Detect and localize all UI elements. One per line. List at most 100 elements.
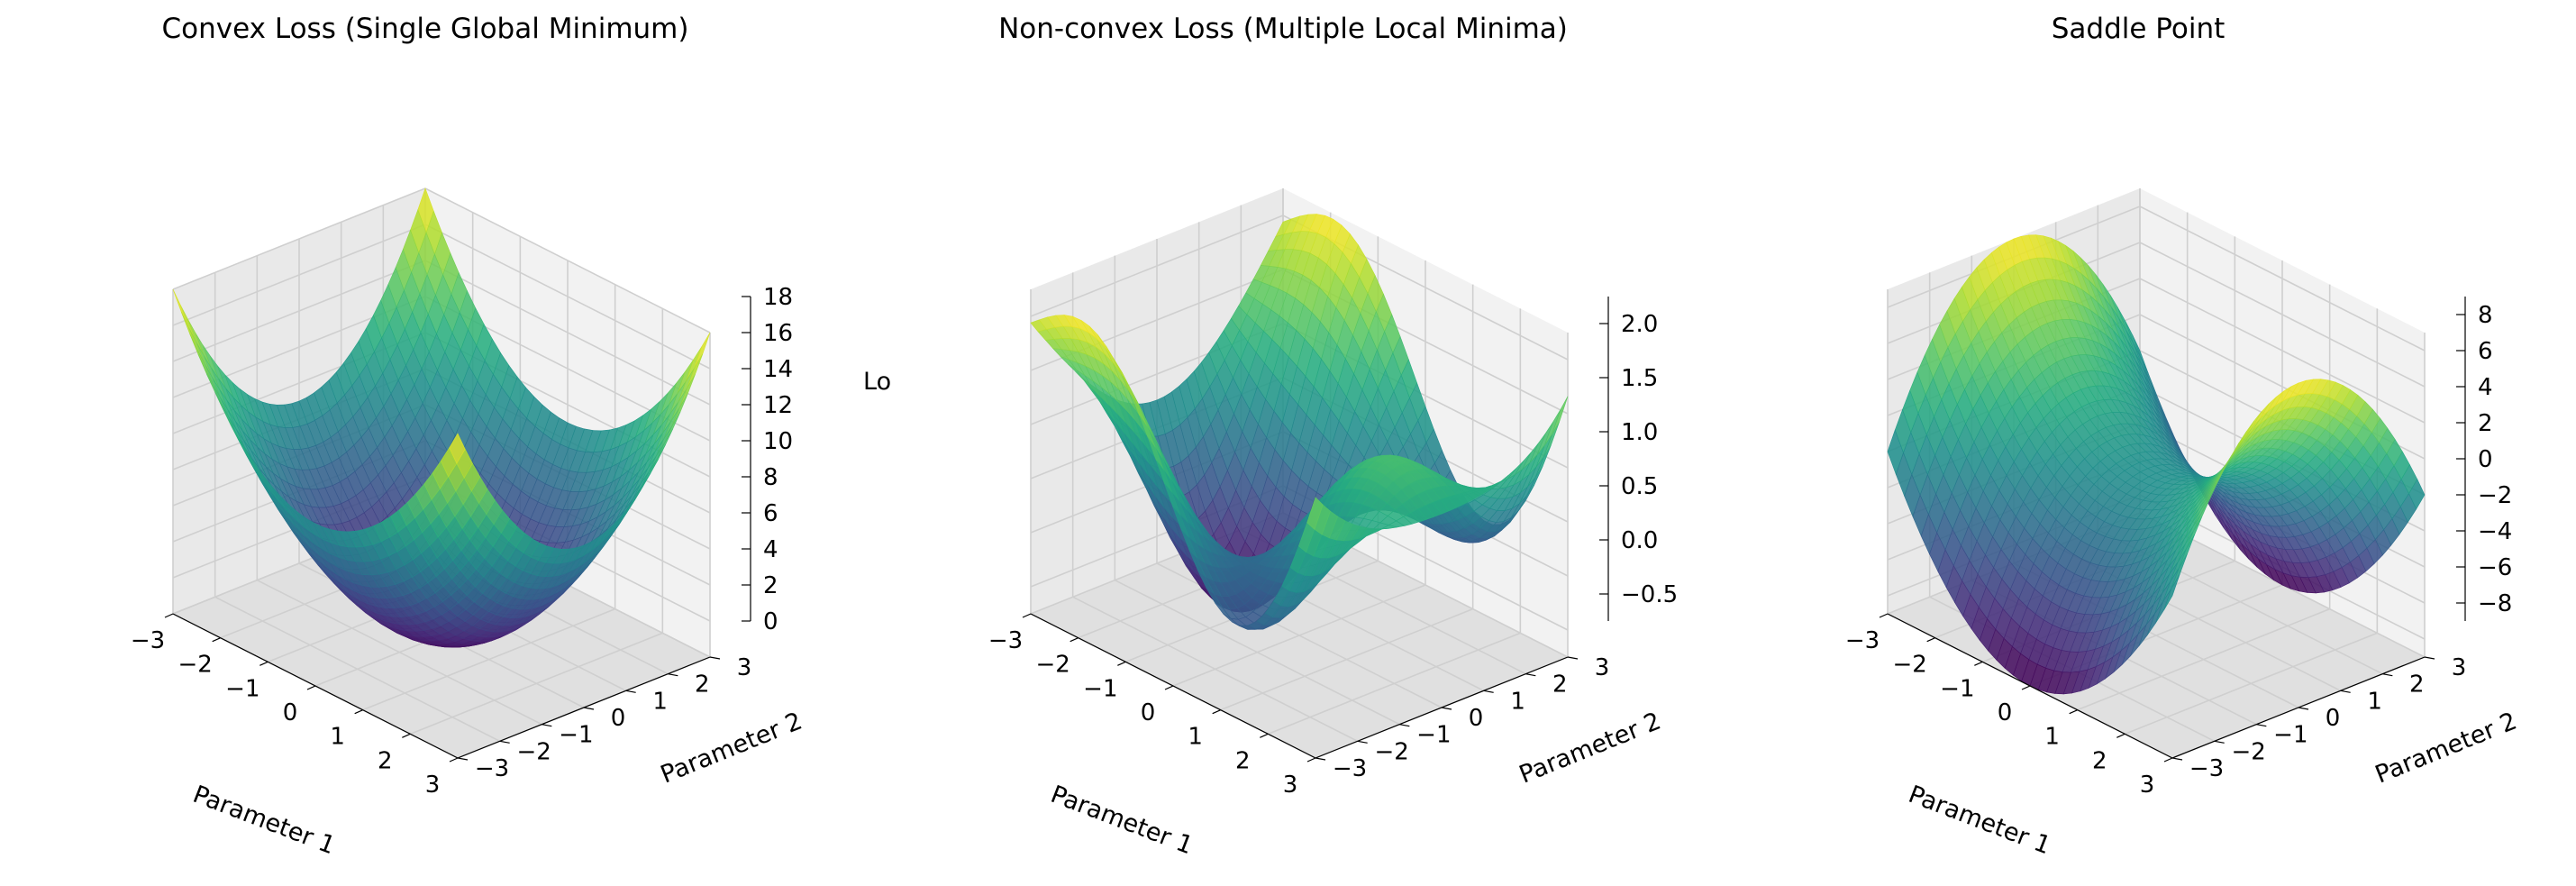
z-tick-label: 18: [763, 284, 793, 311]
y-tick-label: −2: [517, 738, 551, 765]
x-tick-label: −2: [178, 652, 213, 679]
x-tick-mark: [402, 733, 411, 738]
z-tick-label: −4: [2478, 518, 2512, 545]
x-tick-label: 3: [2140, 772, 2155, 799]
x-tick-mark: [1164, 685, 1174, 690]
grid-line-y: [1114, 579, 1400, 726]
x-axis-label: Parameter 1: [1047, 781, 1197, 861]
z-tick-label: 0: [2478, 446, 2493, 473]
grid-line-z: [424, 224, 711, 370]
z-tick-label: 6: [2478, 338, 2493, 365]
z-tick-label: 12: [763, 392, 793, 419]
y-tick-label: −2: [1375, 738, 1409, 765]
x-tick-mark: [1070, 637, 1079, 643]
y-tick-mark: [457, 757, 469, 761]
y-axis-label: Parameter 2: [1516, 708, 1665, 790]
x-tick-mark: [2163, 757, 2173, 763]
y-tick-label: −3: [475, 755, 509, 782]
y-tick-mark: [499, 740, 510, 744]
x-tick-label: 2: [378, 747, 393, 774]
surface-patch: [2163, 574, 2180, 610]
x-tick-mark: [1926, 637, 1935, 643]
grid-line-z: [424, 187, 711, 333]
x-tick-label: 2: [2092, 747, 2107, 774]
subplot-saddle-point: −3−2−10123−3−2−10123−8−6−4−202468Paramet…: [1845, 13, 2521, 860]
y-tick-mark: [2382, 673, 2393, 677]
y-tick-mark: [2424, 656, 2435, 660]
y-tick-mark: [2214, 740, 2225, 744]
y-tick-mark: [1399, 724, 1410, 727]
surface-patch: [1306, 497, 1324, 530]
y-tick-label: 0: [2326, 705, 2341, 732]
y-tick-label: 1: [1510, 688, 1525, 715]
grid-line-z: [172, 260, 426, 362]
y-tick-label: −3: [1333, 755, 1367, 782]
x-tick-label: 1: [2044, 724, 2060, 751]
x-tick-mark: [1306, 757, 1316, 763]
x-tick-label: −3: [988, 627, 1023, 654]
x-tick-label: −3: [1845, 627, 1880, 654]
x-tick-label: 1: [330, 724, 345, 751]
x-tick-mark: [1022, 613, 1032, 618]
x-tick-label: 3: [425, 772, 441, 799]
x-tick-label: 3: [1283, 772, 1298, 799]
chart-title: Convex Loss (Single Global Minimum): [162, 13, 689, 45]
y-tick-label: 3: [1595, 654, 1610, 681]
y-tick-mark: [583, 707, 595, 710]
y-tick-mark: [1357, 740, 1368, 744]
z-tick-label: −0.5: [1621, 581, 1678, 608]
x-tick-mark: [2116, 733, 2125, 738]
x-tick-label: 0: [283, 699, 298, 726]
z-tick-label: 0: [763, 608, 778, 635]
chart-title: Saddle Point: [2052, 13, 2226, 45]
x-tick-mark: [212, 637, 221, 643]
y-tick-label: 1: [652, 688, 668, 715]
x-tick-label: 2: [1235, 747, 1251, 774]
loss-surface: [1030, 214, 1569, 630]
z-tick-label: 10: [763, 428, 793, 455]
x-tick-mark: [164, 613, 174, 618]
x-tick-mark: [1879, 613, 1889, 618]
z-tick-label: 4: [763, 536, 778, 563]
x-tick-label: −2: [1893, 652, 1927, 679]
x-tick-label: −1: [1083, 675, 1117, 702]
y-tick-label: 3: [737, 654, 752, 681]
x-tick-label: −1: [1940, 675, 1974, 702]
y-tick-mark: [2298, 707, 2309, 710]
y-tick-mark: [709, 656, 721, 660]
y-tick-label: 3: [2452, 654, 2467, 681]
y-tick-mark: [2256, 724, 2267, 727]
y-tick-label: 2: [695, 671, 710, 699]
z-axis-label: Lo: [863, 368, 891, 396]
x-tick-label: 0: [1998, 699, 2013, 726]
y-tick-mark: [542, 724, 552, 727]
x-tick-label: 1: [1188, 724, 1203, 751]
z-tick-label: 4: [2478, 374, 2493, 401]
x-tick-mark: [449, 757, 459, 763]
x-tick-mark: [2021, 685, 2031, 690]
y-tick-label: −1: [2273, 722, 2307, 749]
y-tick-mark: [1441, 707, 1452, 710]
grid-line-z: [1030, 215, 1284, 317]
grid-line-z: [172, 224, 426, 326]
z-tick-label: 8: [763, 464, 778, 491]
x-axis-label: Parameter 1: [189, 781, 339, 861]
y-tick-mark: [1483, 690, 1494, 693]
y-tick-mark: [1315, 757, 1326, 761]
z-tick-label: 2: [2478, 410, 2493, 437]
y-tick-mark: [625, 690, 636, 693]
x-axis-label: Parameter 1: [1905, 781, 2054, 861]
subplot-nonconvex-loss: −3−2−10123−3−2−10123−0.50.00.51.01.52.0P…: [988, 13, 1678, 860]
grid-line-z: [424, 260, 711, 406]
y-tick-label: 0: [611, 705, 626, 732]
y-tick-label: 2: [1552, 671, 1568, 699]
y-tick-label: −1: [1416, 722, 1451, 749]
z-tick-label: 16: [763, 320, 793, 347]
y-tick-mark: [1525, 673, 1536, 677]
y-tick-mark: [668, 673, 678, 677]
z-tick-label: 2.0: [1621, 311, 1658, 338]
y-tick-mark: [2171, 757, 2183, 761]
grid-line-z: [2139, 206, 2426, 352]
y-tick-label: 0: [1469, 705, 1484, 732]
x-tick-mark: [259, 661, 269, 666]
